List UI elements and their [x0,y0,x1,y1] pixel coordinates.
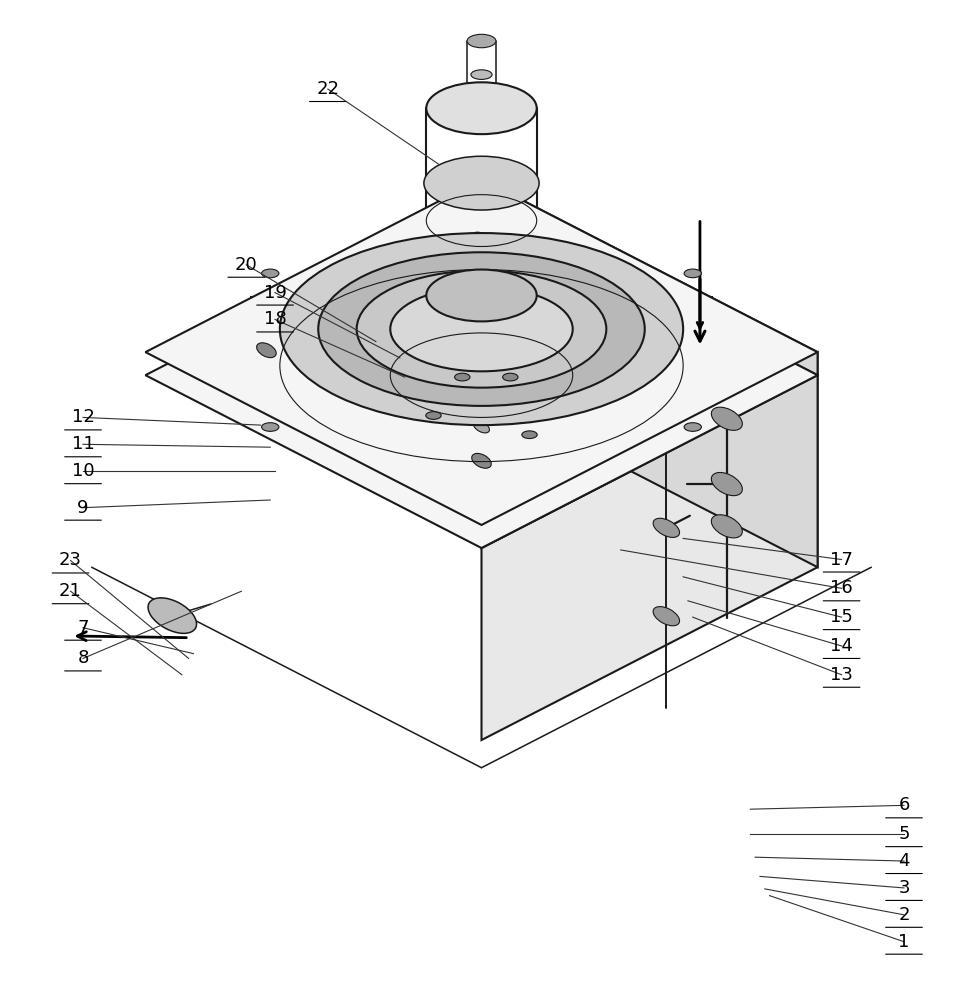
Ellipse shape [471,70,492,79]
Text: 4: 4 [898,852,910,870]
Ellipse shape [467,34,496,48]
Ellipse shape [522,431,537,439]
Polygon shape [482,179,818,375]
FancyArrow shape [468,350,495,392]
Ellipse shape [574,369,590,381]
Ellipse shape [472,453,491,468]
Text: 2: 2 [898,906,910,924]
Ellipse shape [474,317,489,329]
Ellipse shape [318,252,645,406]
Ellipse shape [472,232,491,247]
Ellipse shape [455,373,470,381]
Text: 15: 15 [830,608,853,626]
Ellipse shape [148,598,196,633]
Polygon shape [482,352,818,548]
Ellipse shape [262,423,279,431]
Text: 22: 22 [317,80,339,98]
Polygon shape [251,297,712,403]
Ellipse shape [424,156,539,210]
Text: 23: 23 [59,551,82,569]
Text: 13: 13 [830,666,853,684]
Text: 9: 9 [77,499,89,517]
Text: 10: 10 [71,462,94,480]
FancyArrow shape [482,337,578,364]
Polygon shape [482,375,818,740]
Text: 21: 21 [59,582,82,600]
FancyArrow shape [385,337,482,364]
Text: 19: 19 [264,284,286,302]
Text: 12: 12 [71,408,94,426]
Ellipse shape [474,421,489,433]
Ellipse shape [427,270,536,321]
Ellipse shape [684,423,701,431]
Ellipse shape [712,407,742,430]
Ellipse shape [373,369,389,381]
Ellipse shape [280,233,683,425]
Ellipse shape [427,82,536,134]
Ellipse shape [520,286,625,357]
Ellipse shape [653,518,680,537]
Text: 6: 6 [898,796,910,814]
Text: 18: 18 [264,310,286,328]
Polygon shape [482,202,818,567]
Text: 17: 17 [830,551,853,569]
Polygon shape [145,179,818,525]
Text: 8: 8 [77,649,89,667]
Ellipse shape [653,607,680,626]
Text: 3: 3 [898,879,910,897]
Polygon shape [145,202,818,548]
Text: 20: 20 [235,256,258,274]
Ellipse shape [356,271,607,388]
Ellipse shape [390,287,573,371]
Ellipse shape [256,343,276,358]
Text: 16: 16 [830,579,853,597]
FancyArrow shape [468,308,495,350]
Text: 5: 5 [898,825,910,843]
Ellipse shape [712,472,742,496]
Ellipse shape [712,515,742,538]
Ellipse shape [684,269,701,278]
Ellipse shape [262,269,279,278]
Ellipse shape [426,412,441,419]
Text: 7: 7 [77,619,89,637]
Text: 11: 11 [71,435,94,453]
Text: 14: 14 [830,637,853,655]
Text: 1: 1 [898,933,910,951]
Ellipse shape [503,373,518,381]
